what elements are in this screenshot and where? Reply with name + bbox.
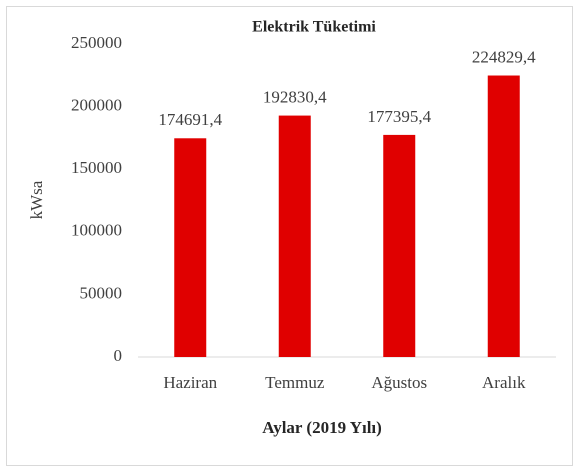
x-axis-label: Aylar (2019 Yılı)	[262, 418, 382, 437]
bar	[487, 75, 520, 358]
y-tick-label: 250000	[71, 33, 122, 52]
x-tick-label: Aralık	[482, 373, 526, 392]
y-tick-label: 50000	[80, 283, 123, 302]
x-tick-label: Ağustos	[371, 373, 427, 392]
bar	[383, 134, 416, 357]
y-tick-label: 100000	[71, 221, 122, 240]
chart-title: Elektrik Tüketimi	[252, 19, 376, 36]
x-tick-label: Haziran	[163, 373, 217, 392]
data-label: 224829,4	[472, 47, 536, 66]
y-axis-label: kWsa	[27, 180, 46, 219]
bar	[278, 115, 311, 357]
data-label: 177395,4	[367, 107, 431, 126]
y-tick-label: 200000	[71, 96, 122, 115]
data-label: 174691,4	[158, 110, 222, 129]
y-tick-label: 150000	[71, 158, 122, 177]
y-tick-label: 0	[114, 346, 123, 365]
data-label: 192830,4	[263, 87, 327, 106]
bar	[174, 138, 207, 357]
x-tick-label: Temmuz	[265, 373, 325, 392]
